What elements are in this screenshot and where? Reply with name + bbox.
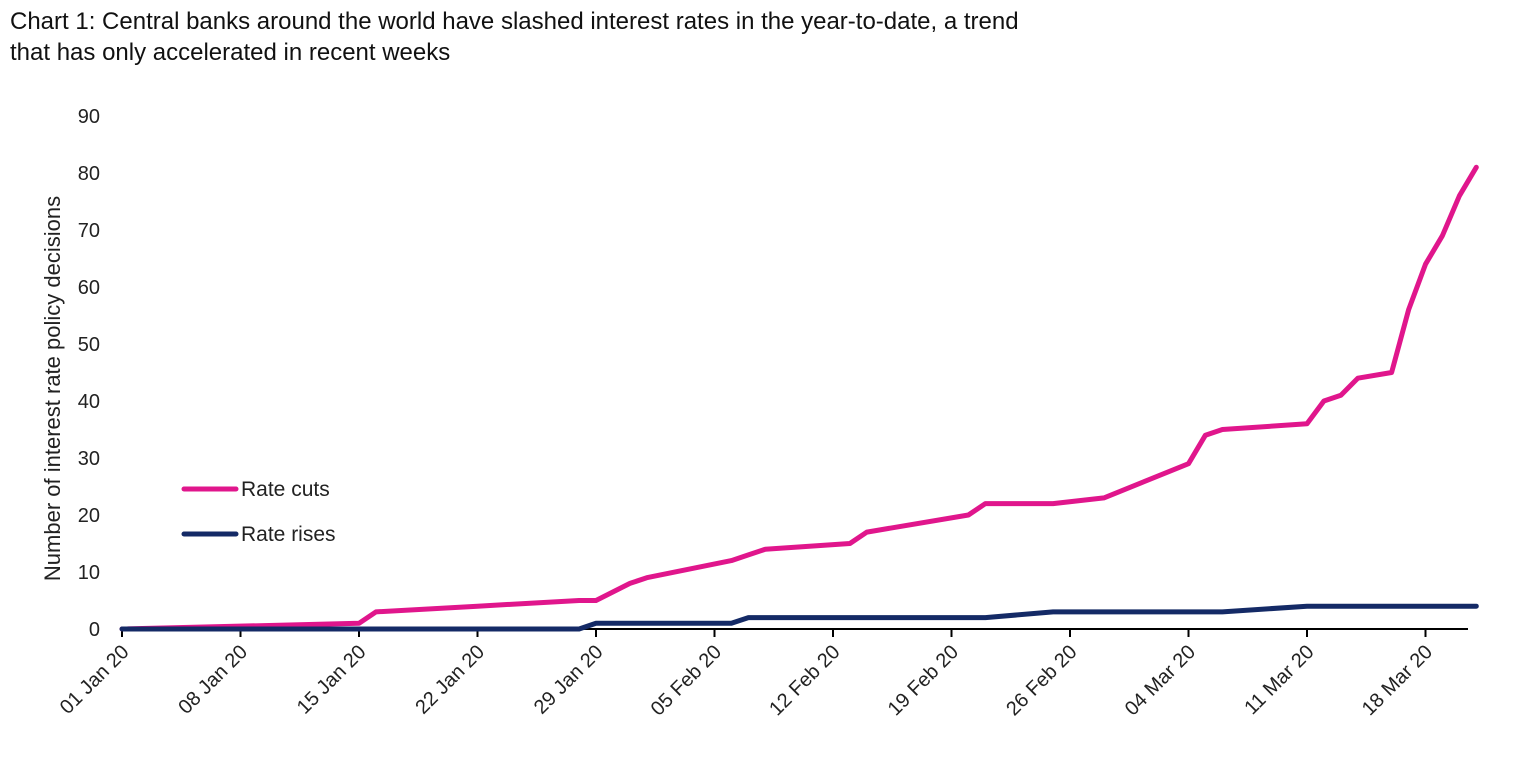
chart-title: Chart 1: Central banks around the world … [10,6,1310,68]
y-tick-label: 60 [78,277,100,299]
legend-label: Rate cuts [241,478,330,501]
chart-title-line-1: Chart 1: Central banks around the world … [10,8,1019,35]
y-axis-label: Number of interest rate policy decisions [40,196,65,581]
y-tick-label: 20 [78,505,100,527]
x-tick-label: 18 Mar 20 [1358,641,1437,720]
series-line-rate-rises [119,603,1479,632]
x-tick-label: 19 Feb 20 [884,641,963,720]
y-tick-label: 30 [78,448,100,470]
chart-title-line-2: that has only accelerated in recent week… [10,39,451,66]
x-tick-label: 22 Jan 20 [411,641,489,719]
x-tick-label: 12 Feb 20 [765,641,844,720]
x-tick-label: 26 Feb 20 [1002,641,1081,720]
y-tick-label: 0 [89,619,100,641]
x-tick-label: 15 Jan 20 [293,641,371,719]
y-tick-label: 70 [78,220,100,242]
y-tick-label: 90 [78,106,100,128]
y-tick-label: 40 [78,391,100,413]
x-tick-label: 08 Jan 20 [174,641,252,719]
y-tick-label: 80 [78,163,100,185]
x-tick-label: 05 Feb 20 [647,641,726,720]
y-tick-label: 50 [78,334,100,356]
x-tick-label: 01 Jan 20 [56,641,134,719]
series-line-rate-cuts [119,164,1479,632]
x-tick-label: 29 Jan 20 [530,641,608,719]
x-tick-label: 11 Mar 20 [1240,641,1318,719]
y-tick-label: 10 [78,562,100,584]
legend-label: Rate rises [241,523,336,546]
x-tick-label: 04 Mar 20 [1121,641,1200,720]
